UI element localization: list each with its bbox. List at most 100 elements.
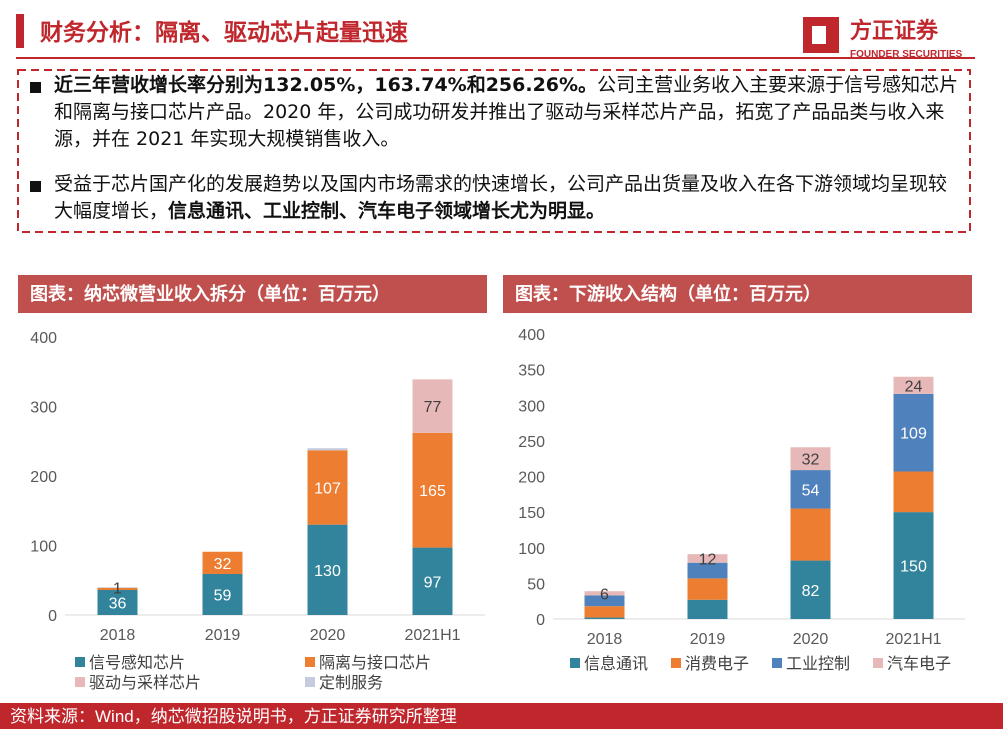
bar-segment — [790, 560, 831, 619]
legend-swatch — [772, 658, 782, 668]
y-tick-label: 400 — [518, 327, 545, 344]
data-label: 32 — [214, 556, 232, 573]
bar-segment — [584, 595, 625, 607]
bar-segment — [790, 470, 831, 509]
data-label: 54 — [802, 482, 820, 499]
y-tick-label: 100 — [518, 541, 545, 558]
bar-segment — [893, 471, 934, 513]
y-tick-label: 100 — [30, 539, 57, 556]
data-label: 24 — [905, 378, 923, 395]
y-tick-label: 350 — [518, 363, 545, 380]
logo-mark-inner — [812, 26, 826, 44]
y-tick-label: 0 — [48, 608, 57, 625]
x-tick-label: 2021H1 — [404, 627, 460, 644]
y-tick-label: 50 — [527, 576, 545, 593]
chart-title: 图表：下游收入结构（单位：百万元） — [515, 283, 821, 304]
bar-segment — [307, 524, 348, 615]
legend-label: 汽车电子 — [887, 655, 951, 673]
bar-segment — [687, 599, 728, 619]
bullet-text: 近三年营收增长率分别为132.05%，163.74%和256.26%。 — [54, 74, 598, 96]
footer-bar — [0, 703, 1003, 729]
slide-title: 财务分析：隔离、驱动芯片起量迅速 — [40, 19, 408, 45]
data-label: 32 — [802, 452, 820, 469]
legend-swatch — [873, 658, 883, 668]
bar-segment — [790, 508, 831, 561]
bar-segment — [687, 562, 728, 579]
data-label: 82 — [802, 583, 820, 600]
bar-segment — [584, 591, 625, 596]
title-marker — [16, 14, 24, 48]
x-tick-label: 2020 — [310, 627, 346, 644]
data-label: 36 — [109, 595, 127, 612]
legend-label: 信号感知芯片 — [89, 654, 185, 672]
logo-subtext: FOUNDER SECURITIES — [850, 49, 963, 60]
x-tick-label: 2020 — [793, 631, 829, 648]
legend-label: 隔离与接口芯片 — [319, 654, 431, 672]
x-tick-label: 2018 — [587, 631, 623, 648]
bar-segment — [97, 587, 138, 590]
bar-segment — [893, 376, 934, 394]
legend-label: 定制服务 — [319, 674, 383, 692]
bar-segment — [97, 587, 138, 588]
footer-text: 资料来源：Wind，纳芯微招股说明书，方正证券研究所整理 — [10, 707, 457, 726]
y-tick-label: 400 — [30, 330, 57, 347]
y-tick-label: 300 — [518, 398, 545, 415]
bullet-square — [30, 82, 41, 93]
x-tick-label: 2019 — [690, 631, 726, 648]
bar-segment — [202, 551, 243, 574]
bar-segment — [687, 554, 728, 563]
bar-segment — [584, 606, 625, 618]
legend-swatch — [305, 657, 315, 667]
y-tick-label: 200 — [518, 470, 545, 487]
bar-segment — [584, 617, 625, 619]
y-tick-label: 150 — [518, 505, 545, 522]
bar-segment — [307, 448, 348, 451]
legend-swatch — [671, 658, 681, 668]
legend-label: 信息通讯 — [584, 655, 648, 673]
legend-swatch — [75, 657, 85, 667]
bullet: 受益于芯片国产化的发展趋势以及国内市场需求的快速增长，公司产品出货量及收入在各下… — [54, 171, 959, 225]
bar-segment — [307, 450, 348, 525]
bar-segment — [412, 547, 453, 615]
data-label: 130 — [314, 563, 341, 580]
x-tick-label: 2019 — [205, 627, 241, 644]
legend-swatch — [305, 677, 315, 687]
logo-text: 方正证券 — [850, 18, 939, 43]
bullet-text: 公司主营业务收入主要来源于信号感知芯片和隔离与接口芯片产品。2020 年，公司成… — [54, 74, 959, 150]
data-label: 1 — [113, 581, 122, 598]
data-label: 12 — [699, 551, 717, 568]
chart-header — [18, 275, 487, 313]
bullet: 近三年营收增长率分别为132.05%，163.74%和256.26%。公司主营业… — [54, 72, 959, 153]
data-label: 150 — [900, 559, 927, 576]
chart-header — [503, 275, 972, 313]
bullet-text: 信息通讯、工业控制、汽车电子领域增长尤为明显。 — [168, 200, 606, 222]
legend-label: 工业控制 — [786, 655, 850, 673]
bar-segment — [202, 573, 243, 615]
legend-swatch — [75, 677, 85, 687]
data-label: 97 — [424, 574, 442, 591]
data-label: 107 — [314, 480, 341, 497]
x-tick-label: 2018 — [100, 627, 136, 644]
legend-label: 驱动与采样芯片 — [89, 674, 201, 692]
bar-segment — [97, 589, 138, 615]
data-label: 6 — [600, 586, 609, 603]
bar-segment — [790, 447, 831, 471]
data-label: 109 — [900, 426, 927, 443]
bar-segment — [893, 393, 934, 472]
legend-label: 消费电子 — [685, 655, 749, 673]
bullet-text: 受益于芯片国产化的发展趋势以及国内市场需求的快速增长，公司产品出货量及收入在各下… — [54, 173, 948, 222]
bullet-box — [17, 69, 971, 233]
bar-segment — [412, 379, 453, 433]
bar-segment — [687, 578, 728, 600]
bullet-square — [30, 181, 41, 192]
y-tick-label: 200 — [30, 469, 57, 486]
bar-segment — [412, 432, 453, 548]
data-label: 165 — [419, 483, 446, 500]
y-tick-label: 250 — [518, 434, 545, 451]
chart-title: 图表：纳芯微营业收入拆分（单位：百万元） — [30, 283, 390, 304]
y-tick-label: 0 — [536, 612, 545, 629]
x-tick-label: 2021H1 — [885, 631, 941, 648]
